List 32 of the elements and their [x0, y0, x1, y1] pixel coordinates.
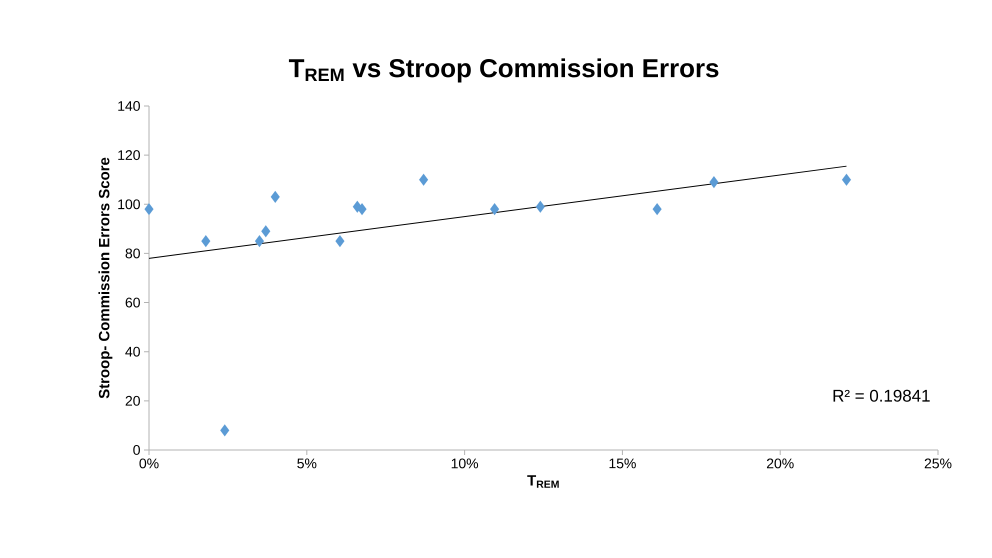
point: [220, 424, 230, 436]
y-tick-label: 40: [125, 346, 140, 357]
point: [144, 203, 154, 216]
point: [842, 174, 852, 186]
point: [536, 200, 545, 213]
point: [490, 203, 500, 216]
point: [254, 235, 264, 248]
chart-title: T$_{REM}$ vs Stroop Commission Errors: [288, 58, 718, 82]
y-tick-label: 100: [118, 199, 140, 210]
x-tick-label: 5%: [297, 458, 316, 468]
point: [357, 203, 367, 216]
point: [709, 176, 718, 188]
y-tick-label: 60: [126, 298, 140, 308]
point: [270, 190, 280, 203]
y-axis-title: Stroop- Commission Errors Score: [98, 158, 112, 398]
x-tick-label: 0%: [139, 458, 159, 468]
point: [201, 235, 210, 248]
x-tick-label: 20%: [766, 458, 794, 468]
point: [419, 174, 428, 186]
y-tick-label: 120: [118, 150, 140, 160]
point: [652, 203, 662, 216]
x-tick-label: 15%: [610, 458, 636, 468]
annotation: R² = 0.19841: [834, 390, 930, 402]
y-tick-label: 140: [118, 101, 140, 111]
point: [261, 225, 270, 238]
y-tick-label: 0: [133, 445, 140, 455]
y-tick-label: 80: [126, 248, 140, 258]
x-tick-label: 10%: [452, 458, 478, 468]
x-tick-label: 25%: [924, 458, 952, 468]
x-axis-title: T$_{REM}$: [527, 475, 559, 488]
point: [335, 235, 345, 248]
y-tick-label: 20: [126, 396, 140, 406]
